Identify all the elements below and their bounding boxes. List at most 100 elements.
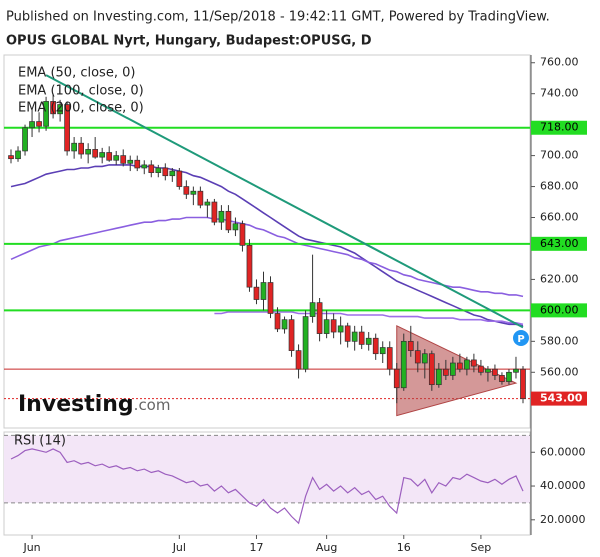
x-tick-label: 16 (397, 541, 411, 554)
candle-body (148, 164, 155, 173)
legend-entry: EMA (200, close, 0) (18, 101, 144, 116)
candle-body (450, 362, 456, 376)
ema-line (10, 216, 524, 298)
candle-body (64, 104, 70, 152)
y-tick-label: 760.00 (540, 56, 579, 69)
candle-body (506, 371, 512, 382)
level-label-bg (531, 303, 587, 318)
rsi-tick-label: 40.0000 (540, 479, 586, 492)
candle-body (218, 210, 225, 223)
candle-body (15, 150, 21, 160)
candle-body (464, 359, 470, 370)
candle-body (274, 313, 281, 330)
candle-body (351, 331, 358, 342)
legend-entry: EMA (50, close, 0) (18, 66, 135, 81)
candle-body (457, 362, 463, 370)
candle-body (400, 340, 407, 389)
candle-body (141, 164, 148, 169)
candle-body (323, 319, 330, 334)
candle-body (485, 368, 491, 373)
candle-body (478, 365, 484, 373)
candle-body (190, 190, 197, 195)
candle-body (92, 149, 99, 158)
candle-body (211, 201, 218, 223)
candle-body (197, 190, 204, 206)
candle-body (50, 101, 56, 115)
marker-badge[interactable] (513, 330, 529, 346)
level-label: 543.00 (540, 392, 583, 405)
rsi-band (4, 435, 530, 503)
candle-body (43, 101, 49, 127)
rsi-tick-label: 60.0000 (540, 445, 586, 458)
candle-body (344, 325, 351, 342)
candle-body (393, 368, 400, 389)
chart-title: OPUS GLOBAL Nyrt, Hungary, Budapest:OPUS… (6, 34, 372, 49)
rsi-tick-label: 20.0000 (540, 513, 586, 526)
logo: Investing.com (18, 392, 170, 417)
trendline (45, 74, 524, 329)
candle-body (365, 337, 372, 345)
candle-body (337, 325, 344, 333)
x-tick-label: Sep (471, 541, 492, 554)
published-note: Published on Investing.com, 11/Sep/2018 … (6, 10, 550, 25)
candle-body (520, 368, 526, 399)
level-label-bg (531, 391, 587, 406)
candle-body (85, 149, 92, 155)
y-tick-label: 740.00 (540, 87, 579, 100)
candle-body (155, 167, 162, 173)
candle-body (386, 347, 393, 370)
candle-body (435, 368, 442, 386)
y-tick-label: 680.00 (540, 180, 579, 193)
candle-body (127, 159, 134, 164)
x-tick-label: Jul (172, 541, 186, 554)
candle-body (99, 152, 106, 158)
candle-body (22, 127, 28, 152)
candle-body (492, 368, 498, 376)
logo-main: Investing (18, 392, 134, 417)
candle-body (253, 286, 260, 300)
candle-body (281, 319, 288, 330)
candle-body (309, 302, 316, 317)
candle-body (246, 245, 253, 288)
candle-body (471, 359, 477, 367)
candle-body (379, 347, 386, 355)
candle-body (71, 142, 77, 152)
candle-body (358, 331, 365, 345)
candle-body (442, 368, 449, 376)
candle-body (267, 282, 274, 314)
level-label: 600.00 (540, 303, 579, 316)
level-label-bg (531, 236, 587, 251)
legend-entry: EMA (100, close, 0) (18, 84, 144, 99)
candle-body (106, 152, 113, 161)
candle-body (239, 223, 246, 246)
logo-suffix: .com (134, 396, 171, 414)
candle-body (169, 170, 176, 177)
candle-body (330, 319, 337, 333)
y-tick-label: 560.00 (540, 365, 579, 378)
candle-body (204, 201, 211, 206)
candle-body (414, 350, 421, 364)
candle-body (183, 186, 190, 195)
candle-body (29, 121, 35, 129)
candle-body (232, 223, 239, 231)
rsi-line (10, 448, 524, 525)
candle-body (57, 104, 63, 115)
candle-body (295, 350, 302, 370)
candle-body (260, 282, 267, 300)
candle-body (372, 337, 379, 355)
marker-text[interactable]: P (517, 334, 524, 345)
y-tick-label: 660.00 (540, 211, 579, 224)
ema-line (214, 311, 524, 326)
level-label-bg (531, 120, 587, 135)
x-tick-label: Jun (22, 541, 40, 554)
candle-body (176, 170, 183, 187)
candle-body (407, 340, 414, 351)
rsi-title: RSI (14) (14, 434, 66, 449)
candle-body (162, 167, 169, 177)
y-tick-label: 700.00 (540, 149, 579, 162)
ema-line (10, 164, 524, 327)
candle-body (421, 353, 428, 364)
candle-body (78, 142, 84, 155)
candle-body (8, 155, 14, 160)
